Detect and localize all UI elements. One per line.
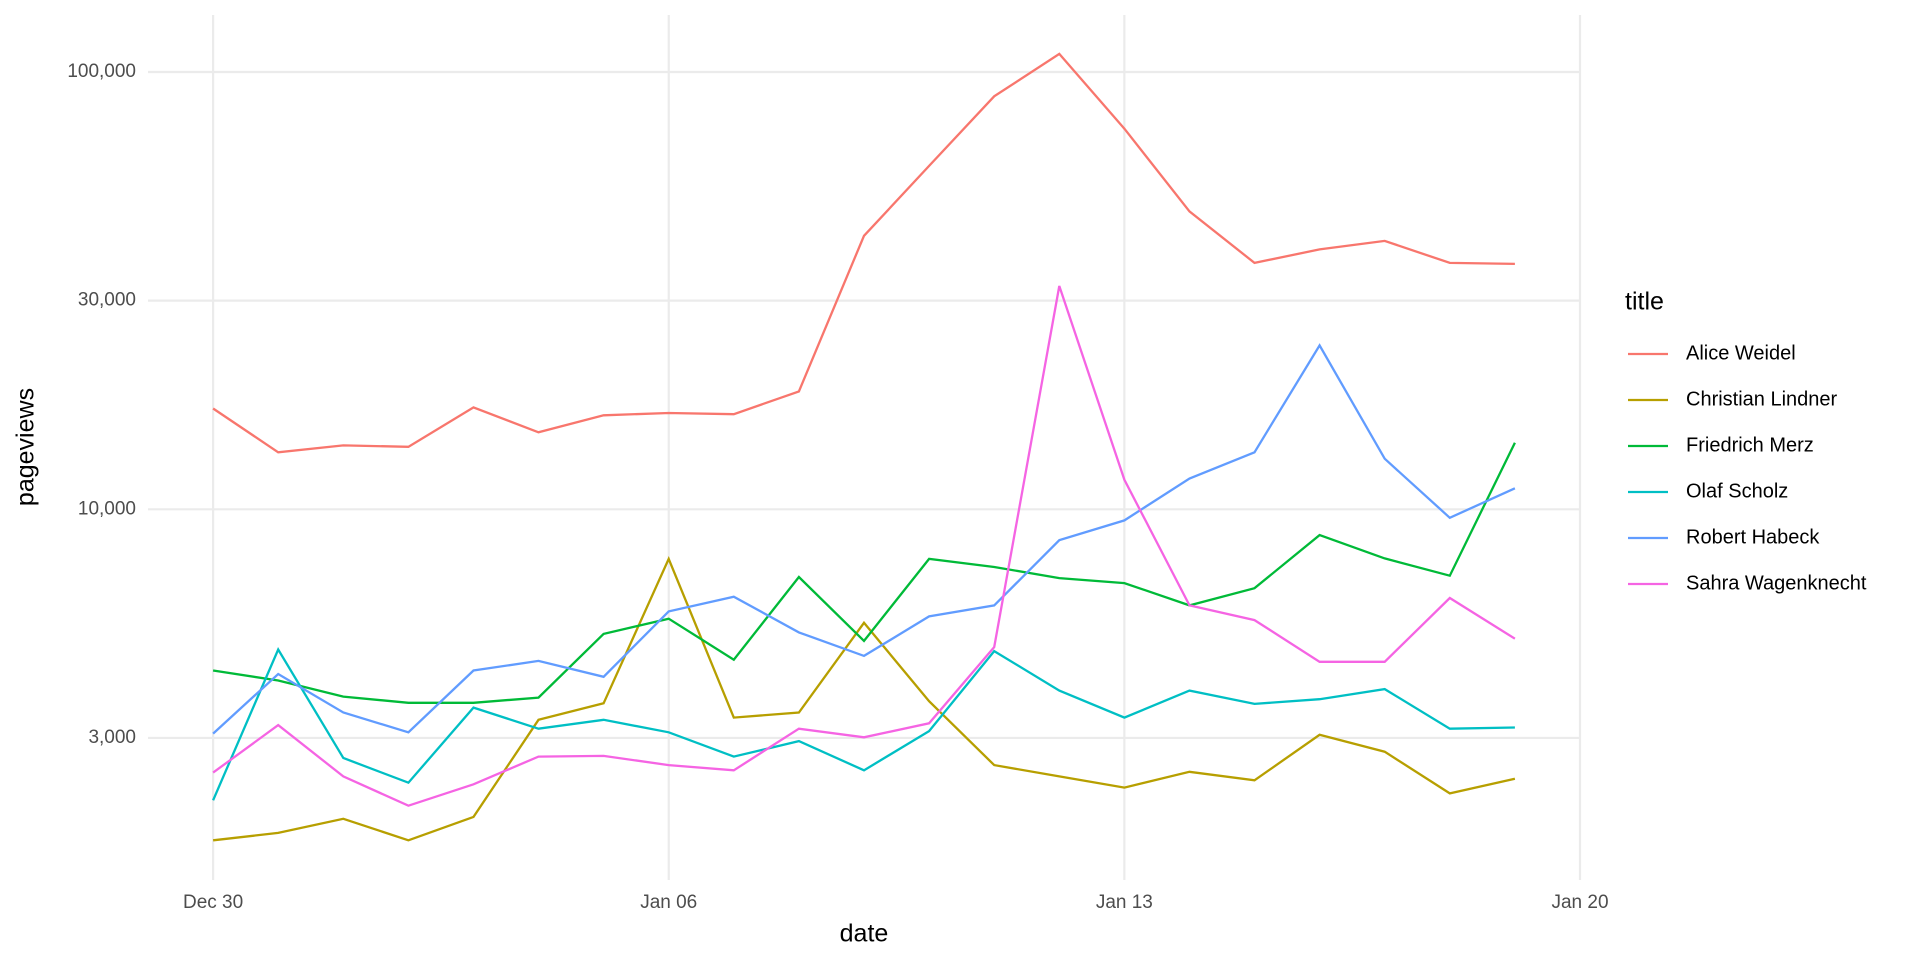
x-axis-title: date	[840, 920, 889, 948]
legend-text: Sahra Wagenknecht	[1686, 572, 1867, 594]
series-line	[212, 285, 1516, 807]
series-line	[212, 555, 1516, 842]
x-tick-label: Jan 20	[1551, 892, 1608, 913]
legend-text: Friedrich Merz	[1686, 434, 1814, 456]
y-tick-label: 10,000	[78, 498, 136, 519]
series-line	[212, 52, 1515, 454]
legend-title: title	[1625, 288, 1664, 316]
y-tick-label: 100,000	[67, 61, 136, 82]
y-tick-label: 30,000	[78, 290, 136, 311]
series-line	[212, 646, 1515, 801]
series-line	[212, 343, 1516, 735]
legend-text: Olaf Scholz	[1686, 480, 1788, 502]
series-line	[212, 442, 1516, 704]
x-tick-label: Jan 13	[1096, 892, 1153, 913]
y-tick-label: 3,000	[88, 727, 136, 748]
legend-text: Christian Lindner	[1686, 388, 1838, 410]
x-tick-label: Jan 06	[640, 892, 697, 913]
y-axis-title: pageviews	[12, 388, 40, 506]
legend-text: Robert Habeck	[1686, 526, 1820, 548]
x-tick-label: Dec 30	[183, 892, 243, 913]
legend-text: Alice Weidel	[1686, 342, 1796, 364]
